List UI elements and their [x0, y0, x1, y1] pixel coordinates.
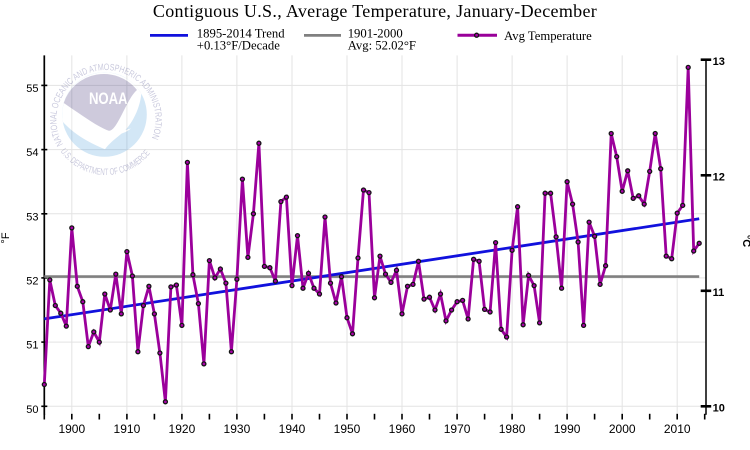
svg-text:54: 54: [26, 147, 38, 159]
svg-text:Contiguous U.S., Average Tempe: Contiguous U.S., Average Temperature, Ja…: [153, 1, 597, 21]
svg-text:1900: 1900: [58, 422, 85, 436]
svg-text:1901-2000: 1901-2000: [348, 26, 403, 40]
svg-text:°C: °C: [740, 235, 750, 247]
svg-text:55: 55: [26, 83, 38, 95]
svg-text:2000: 2000: [609, 422, 636, 436]
svg-text:50: 50: [26, 404, 38, 416]
svg-text:13: 13: [713, 56, 725, 68]
svg-text:1980: 1980: [499, 422, 526, 436]
svg-text:11: 11: [713, 287, 725, 299]
svg-text:+0.13°F/Decade: +0.13°F/Decade: [197, 39, 280, 53]
svg-text:1940: 1940: [279, 422, 306, 436]
svg-text:1970: 1970: [444, 422, 471, 436]
svg-text:1990: 1990: [554, 422, 581, 436]
svg-text:1920: 1920: [169, 422, 196, 436]
svg-text:10: 10: [713, 403, 725, 415]
svg-text:°F: °F: [0, 232, 12, 243]
svg-text:NOAA: NOAA: [89, 89, 128, 108]
svg-text:1930: 1930: [224, 422, 251, 436]
svg-text:1895-2014 Trend: 1895-2014 Trend: [197, 26, 285, 40]
svg-text:52: 52: [26, 276, 38, 288]
svg-text:12: 12: [713, 172, 725, 184]
svg-text:53: 53: [26, 211, 38, 223]
svg-text:2010: 2010: [664, 422, 691, 436]
svg-text:Avg Temperature: Avg Temperature: [504, 29, 592, 43]
svg-text:51: 51: [26, 340, 38, 352]
svg-text:1910: 1910: [114, 422, 141, 436]
svg-text:Avg: 52.02°F: Avg: 52.02°F: [348, 39, 416, 53]
svg-text:1950: 1950: [334, 422, 361, 436]
svg-text:1960: 1960: [389, 422, 416, 436]
